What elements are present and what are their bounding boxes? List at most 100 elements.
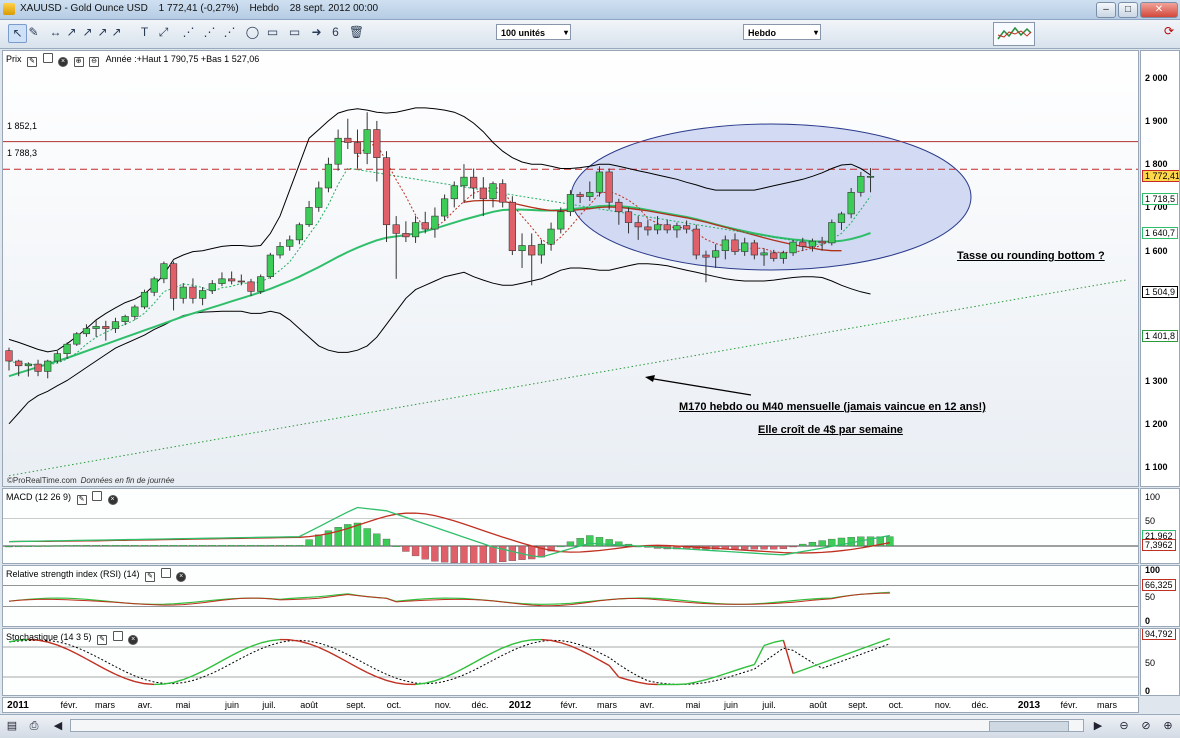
print-icon[interactable]: ⎙	[26, 719, 42, 733]
macd-panel[interactable]: MACD (12 26 9) ✎ ×	[2, 488, 1139, 564]
trendline-tool-icon[interactable]: ↗	[63, 24, 80, 41]
zoom-in-icon[interactable]: ⊕	[1160, 719, 1176, 733]
macd-histogram-bar	[422, 546, 429, 559]
units-select[interactable]: 100 unités ▾	[496, 24, 571, 40]
wrench-icon[interactable]: ✎	[145, 572, 155, 582]
candle-body	[490, 184, 497, 199]
scroll-left-icon[interactable]: ◀	[50, 719, 66, 733]
timeframe-value: Hebdo	[748, 28, 776, 38]
text-tool-icon[interactable]: T	[136, 24, 153, 41]
window-icon[interactable]	[113, 631, 123, 641]
time-label: oct.	[889, 700, 904, 710]
rsi-tick-0: 0	[1145, 616, 1150, 626]
candle-body	[829, 223, 836, 243]
time-label: déc.	[471, 700, 488, 710]
close-icon[interactable]: ×	[176, 572, 186, 582]
close-icon[interactable]: ×	[108, 495, 118, 505]
regression-tool-icon[interactable]: ⋰	[221, 24, 238, 41]
timeframe-select[interactable]: Hebdo ▾	[743, 24, 821, 40]
time-label: mars	[1097, 700, 1117, 710]
macd-histogram-bar	[373, 534, 380, 546]
fan-tool-icon[interactable]: ↗	[108, 24, 125, 41]
rsi-panel[interactable]: Relative strength index (RSI) (14) ✎ ×	[2, 565, 1139, 627]
candle-body	[238, 281, 245, 282]
scroll-thumb[interactable]	[989, 721, 1069, 732]
time-label: avr.	[138, 700, 153, 710]
candle-body	[790, 242, 797, 253]
close-icon[interactable]: ×	[128, 635, 138, 645]
candle-body	[15, 361, 22, 366]
delete-tool-icon[interactable]: 🗑	[348, 24, 365, 41]
horizontal-line-tool-icon[interactable]: ↔	[47, 24, 64, 41]
macd-histogram-bar	[25, 546, 32, 547]
macd-histogram-bar	[315, 535, 322, 546]
stoch-tick-50: 50	[1145, 658, 1155, 668]
candle-body	[528, 246, 535, 256]
candle-body	[799, 242, 806, 246]
rectangle-tool-icon[interactable]: ▭	[264, 24, 281, 41]
candle-body	[403, 233, 410, 236]
candle-body	[248, 282, 255, 292]
save-icon[interactable]: ▤	[4, 719, 20, 733]
wrench-icon[interactable]: ✎	[97, 635, 107, 645]
stochastic-panel[interactable]: Stochastique (14 3 5) ✎ ×	[2, 628, 1139, 696]
zoom-icon[interactable]: ⊕	[74, 57, 84, 67]
candle-body	[693, 229, 700, 255]
time-label: juil.	[262, 700, 276, 710]
close-icon[interactable]: ×	[58, 57, 68, 67]
macd-histogram-bar	[286, 545, 293, 546]
macd-histogram-bar	[441, 546, 448, 562]
pitchfork-tool-icon[interactable]: ⋰	[201, 24, 218, 41]
ellipse-tool-icon[interactable]: ◯	[244, 24, 261, 41]
macd-histogram-bar	[819, 541, 826, 546]
stochastic-panel-header: Stochastique (14 3 5) ✎ ×	[6, 631, 138, 645]
macd-histogram-bar	[790, 546, 797, 547]
macd-histogram-bar	[557, 546, 564, 547]
candle-body	[674, 226, 681, 230]
price-tick: 1 300	[1145, 376, 1168, 386]
price-tag-ma-green: 1 640,7	[1142, 227, 1178, 239]
close-button[interactable]: ✕	[1140, 2, 1178, 18]
rectangle-alt-tool-icon[interactable]: ▭	[286, 24, 303, 41]
maximize-button[interactable]: □	[1118, 2, 1138, 18]
time-label: oct.	[387, 700, 402, 710]
macd-histogram-bar	[460, 546, 467, 563]
cup-highlight-ellipse	[571, 124, 971, 270]
price-panel[interactable]: Prix ✎ × ⊕ ⊖ Année :+Haut 1 790,75 +Bas …	[2, 50, 1139, 487]
macd-histogram-bar	[528, 546, 535, 559]
minimize-button[interactable]: –	[1096, 2, 1116, 18]
wrench-icon[interactable]: ✎	[77, 495, 87, 505]
indicators-button[interactable]	[993, 22, 1035, 46]
horizontal-scrollbar[interactable]	[70, 719, 1084, 732]
window-icon[interactable]	[161, 568, 171, 578]
annotation-ma: M170 hebdo ou M40 mensuelle (jamais vain…	[679, 401, 986, 413]
candle-body	[64, 344, 71, 354]
macd-histogram-bar	[54, 545, 61, 546]
wrench-icon[interactable]: ✎	[27, 57, 37, 67]
zoom-out-icon[interactable]: ⊖	[1116, 719, 1132, 733]
gann-tool-icon[interactable]: ⋰	[180, 24, 197, 41]
macd-histogram-bar	[741, 546, 748, 549]
macd-histogram-bar	[35, 546, 42, 547]
window-icon[interactable]	[92, 491, 102, 501]
time-label: juil.	[762, 700, 776, 710]
zoom-reset-icon[interactable]: ⊘	[1138, 719, 1154, 733]
window-title: XAUUSD - Gold Ounce USD 1 772,41 (-0,27%…	[20, 3, 386, 14]
refresh-icon[interactable]: ⟳	[1164, 24, 1180, 44]
macd-histogram-bar	[122, 545, 129, 546]
window-icon[interactable]	[43, 53, 53, 63]
price-tag-ma170: 1 401,8	[1142, 330, 1178, 342]
macd-histogram-bar	[383, 539, 390, 546]
pencil-tool-icon[interactable]: ✎	[25, 24, 42, 41]
fibonacci-tool-icon[interactable]: ⤢	[155, 24, 172, 41]
cycle-tool-icon[interactable]: 6	[327, 24, 344, 41]
price-tag-bb-low: 1 504,9	[1142, 286, 1178, 298]
app-icon	[3, 3, 15, 15]
scroll-right-icon[interactable]: ▶	[1090, 719, 1106, 733]
price-tick: 1 900	[1145, 116, 1168, 126]
macd-histogram-bar	[596, 537, 603, 546]
zoom-out-icon[interactable]: ⊖	[89, 57, 99, 67]
arrow-tool-icon[interactable]: ➜	[308, 24, 325, 41]
